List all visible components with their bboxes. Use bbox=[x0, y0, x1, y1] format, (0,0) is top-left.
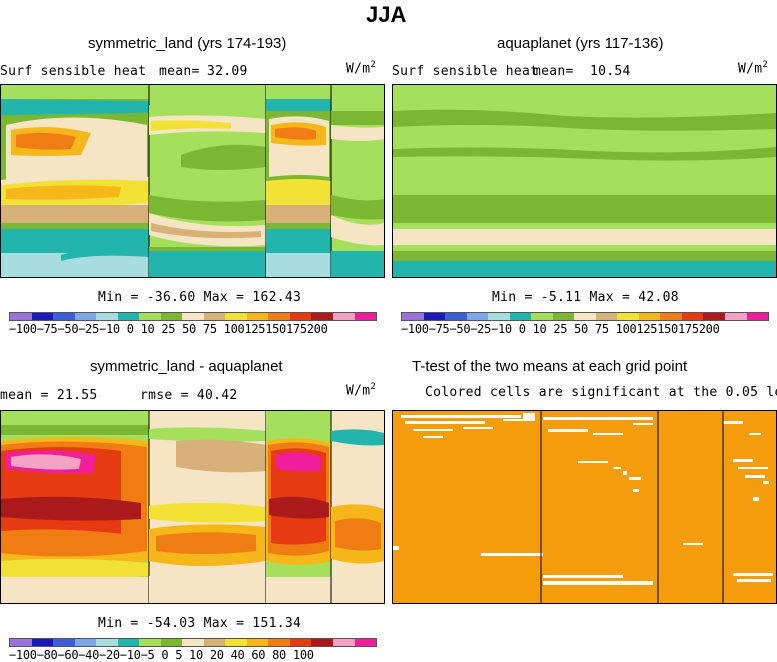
colorbar-swatch bbox=[96, 313, 118, 320]
figure-title: JJA bbox=[366, 2, 407, 27]
colorbar-swatch bbox=[96, 639, 118, 646]
colorbar-swatch bbox=[488, 313, 510, 320]
diff-ocean-right bbox=[331, 429, 384, 564]
ocean-block-middle bbox=[149, 105, 266, 277]
colorbar-swatch bbox=[74, 313, 97, 320]
colorbar-swatch bbox=[445, 313, 467, 320]
diff-land-right bbox=[266, 411, 331, 603]
mean-label-aqua: mean= bbox=[533, 64, 574, 79]
colorbar-swatch bbox=[332, 639, 355, 646]
colorbar-swatch bbox=[268, 639, 290, 646]
colorbar-field-right bbox=[401, 312, 769, 321]
colorbar-swatch bbox=[53, 313, 75, 320]
ocean-block-right bbox=[331, 111, 384, 277]
mean-label: mean= bbox=[159, 64, 200, 79]
colorbar-swatch bbox=[139, 639, 161, 646]
map-symmetric-land bbox=[0, 84, 385, 278]
colorbar-swatch bbox=[139, 313, 161, 320]
colorbar-swatch bbox=[617, 313, 639, 320]
diff-ocean-middle bbox=[149, 427, 266, 603]
colorbar-swatch bbox=[509, 313, 532, 320]
colorbar-swatch bbox=[225, 639, 247, 646]
colorbar-swatch bbox=[225, 313, 247, 320]
colorbar-swatch bbox=[552, 313, 575, 320]
mean-value-aqua: 10.54 bbox=[590, 64, 631, 79]
colorbar-swatch bbox=[311, 313, 333, 320]
significant-cells bbox=[393, 411, 776, 603]
diff-rmse: rmse = 40.42 bbox=[140, 388, 238, 403]
colorbar-swatch bbox=[531, 313, 553, 320]
minmax-aquaplanet: Min = -5.11 Max = 42.08 bbox=[492, 290, 679, 305]
colorbar-swatch bbox=[724, 313, 747, 320]
colorbar-swatch bbox=[660, 313, 682, 320]
colorbar-swatch bbox=[117, 639, 140, 646]
colorbar-swatch bbox=[53, 639, 75, 646]
colorbar-swatch bbox=[595, 313, 618, 320]
colorbar-swatch bbox=[31, 639, 54, 646]
colorbar-swatch bbox=[10, 313, 32, 320]
colorbar-swatch bbox=[703, 313, 725, 320]
colorbar-swatch bbox=[681, 313, 704, 320]
units-label-aqua: W/m2 bbox=[738, 60, 769, 77]
colorbar-swatch bbox=[10, 639, 32, 646]
map-aquaplanet bbox=[392, 84, 777, 278]
colorbar-swatch bbox=[574, 313, 596, 320]
colorbar-swatch bbox=[746, 313, 769, 320]
colorbar-swatch bbox=[246, 313, 269, 320]
panel-title-difference: symmetric_land - aquaplanet bbox=[90, 358, 283, 375]
land-block-right bbox=[266, 85, 331, 277]
colorbar-swatch bbox=[203, 639, 226, 646]
colorbar-swatch bbox=[160, 313, 183, 320]
diff-mean: mean = 21.55 bbox=[0, 388, 98, 403]
diff-land-left bbox=[1, 411, 149, 603]
colorbar-labels-right: −100−75−50−25−10 0 10 25 50 75 100125150… bbox=[401, 322, 720, 336]
colorbar-swatch bbox=[638, 313, 661, 320]
minmax-difference: Min = -54.03 Max = 151.34 bbox=[98, 616, 302, 631]
mean-value: 32.09 bbox=[207, 64, 248, 79]
panel-title-ttest: T-test of the two means at each grid poi… bbox=[412, 358, 688, 375]
colorbar-swatch bbox=[203, 313, 226, 320]
colorbar-labels-left: −100−75−50−25−10 0 10 25 50 75 100125150… bbox=[9, 322, 328, 336]
non-significant-cells bbox=[393, 413, 773, 585]
units-label: W/m2 bbox=[346, 60, 377, 77]
land-block-left bbox=[1, 85, 149, 277]
colorbar-swatch bbox=[332, 313, 355, 320]
colorbar-swatch bbox=[311, 639, 333, 646]
panel-title-aquaplanet: aquaplanet (yrs 117-136) bbox=[497, 35, 664, 52]
colorbar-swatch bbox=[423, 313, 446, 320]
colorbar-swatch bbox=[160, 639, 183, 646]
colorbar-field-left bbox=[9, 312, 377, 321]
colorbar-swatch bbox=[354, 313, 377, 320]
colorbar-swatch bbox=[268, 313, 290, 320]
colorbar-swatch bbox=[117, 313, 140, 320]
colorbar-swatch bbox=[182, 639, 204, 646]
colorbar-labels-diff: −100−80−60−40−20−10−5 0 5 10 20 40 60 80… bbox=[9, 648, 314, 662]
colorbar-swatch bbox=[466, 313, 489, 320]
colorbar-swatch bbox=[402, 313, 424, 320]
colorbar-swatch bbox=[354, 639, 377, 646]
map-ttest bbox=[392, 410, 777, 604]
minmax-symmetric-land: Min = -36.60 Max = 162.43 bbox=[98, 290, 302, 305]
colorbar-swatch bbox=[246, 639, 269, 646]
panel-title-symmetric-land: symmetric_land (yrs 174-193) bbox=[88, 35, 287, 52]
units-label-diff: W/m2 bbox=[346, 382, 377, 399]
aqua-bands bbox=[393, 85, 776, 277]
variable-label-aqua: Surf sensible heat bbox=[392, 64, 539, 79]
colorbar-swatch bbox=[182, 313, 204, 320]
colorbar-swatch bbox=[289, 313, 312, 320]
ttest-subtitle: Colored cells are significant at the 0.0… bbox=[425, 385, 777, 400]
colorbar-swatch bbox=[74, 639, 97, 646]
colorbar-swatch bbox=[31, 313, 54, 320]
map-difference bbox=[0, 410, 385, 604]
colorbar-swatch bbox=[289, 639, 312, 646]
colorbar-diff bbox=[9, 638, 377, 647]
variable-label: Surf sensible heat bbox=[0, 64, 147, 79]
